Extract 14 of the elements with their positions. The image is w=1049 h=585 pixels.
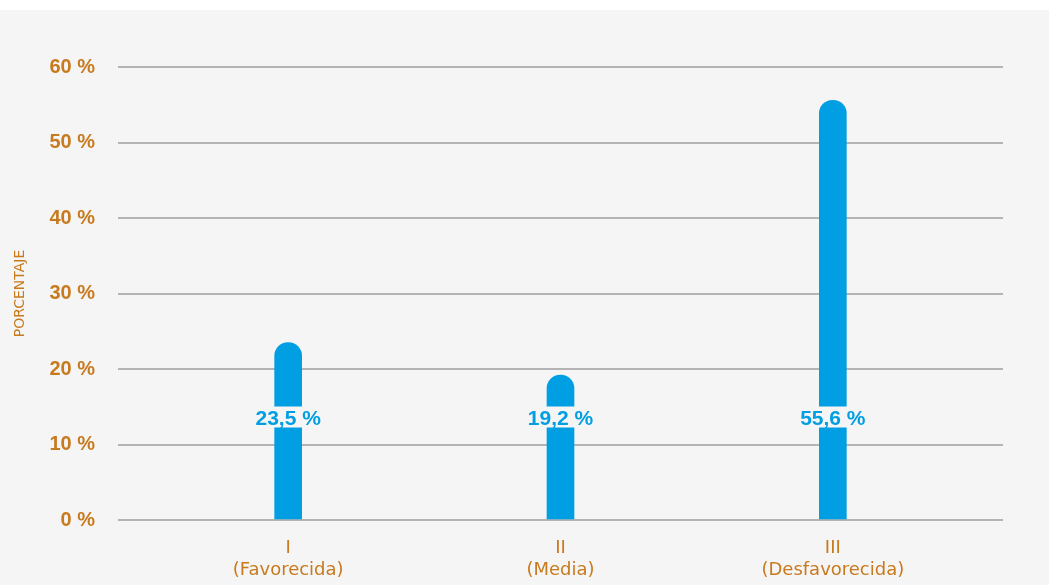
y-tick-label: 30 % (49, 281, 96, 304)
y-tick-label: 40 % (49, 205, 96, 228)
data-label: 55,6 % (799, 405, 867, 429)
y-tick-label: 60 % (49, 54, 96, 77)
y-tick-label: 50 % (49, 130, 96, 153)
data-label: 23,5 % (254, 405, 322, 429)
x-tick-label: II (Media) (526, 535, 595, 580)
y-tick-label: 10 % (49, 432, 96, 455)
data-label: 19,2 % (526, 405, 595, 429)
y-axis-title: PORCENTAJE (11, 249, 28, 338)
x-tick-label: III (Desfavorecida) (761, 535, 905, 580)
x-tick-label: I (Favorecida) (232, 535, 344, 580)
y-tick-label: 0 % (60, 507, 96, 530)
y-tick-label: 20 % (49, 356, 96, 379)
